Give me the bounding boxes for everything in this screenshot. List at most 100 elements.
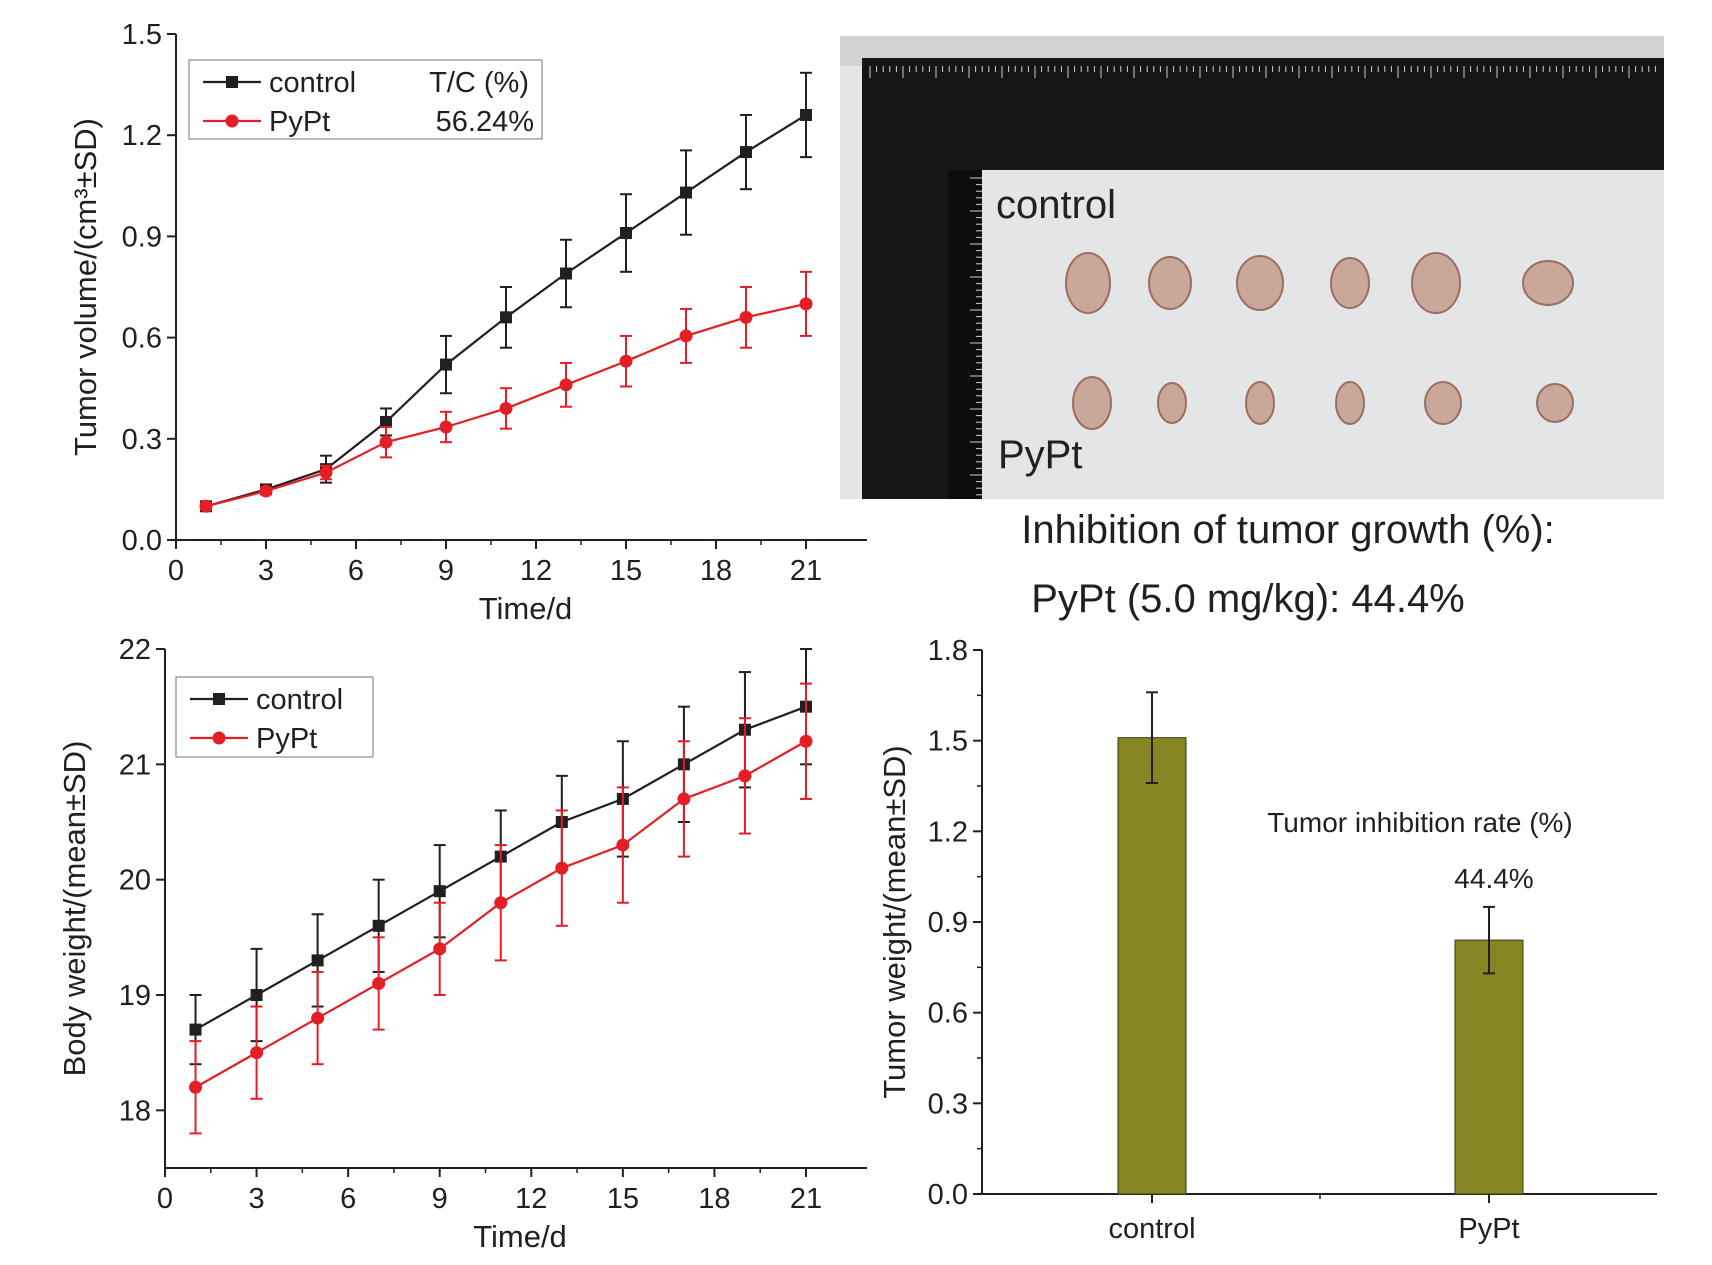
tumor-control [1148, 256, 1192, 310]
data-point [433, 942, 447, 956]
x-tick-label: PyPt [1458, 1213, 1519, 1245]
tumor-control [1522, 260, 1574, 306]
data-point [439, 420, 453, 434]
data-point [189, 1080, 203, 1094]
x-tick-label: 12 [520, 555, 552, 587]
data-point [800, 108, 812, 121]
data-point [494, 896, 508, 910]
y-tick-label: 1.5 [928, 726, 968, 758]
x-tick-label: 15 [607, 1183, 639, 1215]
data-point [311, 1011, 325, 1025]
data-point [499, 401, 513, 415]
y-tick-label: 19 [119, 980, 151, 1012]
y-tick-label: 0.6 [928, 998, 968, 1030]
bar-control [1117, 691, 1187, 1195]
data-point [620, 227, 632, 240]
legend-box [188, 59, 543, 140]
legend-header: T/C (%) [429, 67, 529, 99]
y-tick-label: 20 [119, 865, 151, 897]
data-point [738, 769, 752, 783]
data-point [372, 919, 385, 932]
tumors [1065, 252, 1574, 430]
y-tick-label: 1.8 [928, 635, 968, 667]
tumor-volume-chart: 0 3 6 9 12 15 18 21 0.0 0.3 0.6 0.9 1.2 1.5 Time/d Tumo… [68, 19, 867, 626]
legend-box [175, 676, 374, 758]
body-weight-chart: 0 3 6 9 12 15 18 21 18 19 20 21 22 Time/d Body weight/… [57, 634, 867, 1254]
series-PyPt [189, 682, 813, 1135]
x-tick-label: 21 [790, 1183, 822, 1215]
legend-tc-value: 56.24% [436, 106, 534, 138]
tumor-pypt [1157, 382, 1187, 424]
data-point [680, 186, 692, 199]
data-point [372, 976, 386, 990]
summary-line-1: Inhibition of tumor growth (%): [1021, 508, 1555, 552]
annotation-value: 44.4% [1454, 863, 1533, 894]
y-axis-label: Body weight/(mean±SD) [57, 741, 92, 1077]
y-tick-label: 22 [119, 634, 151, 666]
legend-label: control [256, 684, 343, 716]
data-point [559, 378, 573, 392]
data-point [259, 484, 273, 498]
x-tick-label: 21 [790, 555, 822, 587]
data-point [677, 792, 691, 806]
tumor-pypt [1536, 383, 1574, 423]
x-tick-label: 18 [700, 555, 732, 587]
data-point [616, 838, 630, 852]
tumor-photo: control PyPt [840, 36, 1664, 499]
x-tick-label: 3 [249, 1183, 265, 1215]
summary-line-2: PyPt (5.0 mg/kg): 44.4% [1031, 577, 1465, 621]
y-axis-label: Tumor volume/(cm³±SD) [68, 118, 103, 456]
legend-label: PyPt [256, 723, 317, 755]
data-point [380, 415, 392, 428]
data-point [555, 861, 569, 875]
data-point [440, 358, 452, 371]
x-tick-label: 6 [340, 1183, 356, 1215]
y-tick-label: 0.0 [928, 1179, 968, 1211]
x-tick-label: 9 [438, 555, 454, 587]
y-tick-label: 1.2 [928, 816, 968, 848]
x-tick-label: 0 [157, 1183, 173, 1215]
data-point [379, 435, 393, 449]
tumor-control [1236, 255, 1284, 311]
bar-PyPt [1454, 905, 1524, 1195]
photo-label-pypt: PyPt [998, 433, 1082, 477]
x-tick-label: 3 [258, 555, 274, 587]
y-tick-label: 0.6 [122, 323, 162, 355]
data-point [250, 1046, 264, 1060]
legend-marker [213, 693, 225, 705]
data-point [319, 466, 333, 480]
x-axis-label: Time/d [479, 591, 573, 626]
tumor-control [1330, 257, 1370, 309]
x-tick-label: 18 [698, 1183, 730, 1215]
tumor-control [1065, 252, 1111, 314]
y-tick-label: 0.0 [122, 525, 162, 557]
data-point [199, 499, 213, 513]
data-point [799, 297, 813, 311]
y-tick-label: 18 [119, 1095, 151, 1127]
tumor-control [1411, 252, 1461, 314]
data-point [739, 310, 753, 324]
data-point [250, 989, 263, 1001]
x-tick-label: 9 [432, 1183, 448, 1215]
x-tick-label: 6 [348, 555, 364, 587]
tumor-weight-bar-chart: 0.0 0.3 0.6 0.9 1.2 1.5 1.8 Tumor weight/(mean±… [877, 635, 1657, 1245]
legend-label: control [269, 67, 356, 99]
data-point [740, 146, 752, 159]
tumor-pypt [1072, 376, 1112, 430]
data-point [189, 1023, 202, 1036]
y-tick-label: 0.3 [928, 1088, 968, 1120]
y-tick-label: 0.3 [122, 424, 162, 456]
legend: control PyPt T/C (%) 56.24% [188, 59, 543, 140]
x-tick-label: 15 [610, 555, 642, 587]
ruler-horizontal [862, 58, 1664, 170]
ruler-ticks [869, 66, 1656, 496]
data-point [311, 954, 324, 967]
legend-label: PyPt [269, 106, 330, 138]
series-PyPt [199, 270, 813, 513]
data-point [679, 329, 693, 343]
data-point [500, 311, 512, 324]
legend-marker [212, 731, 226, 745]
x-axis-label: Time/d [473, 1219, 567, 1254]
x-tick-label: 0 [168, 555, 184, 587]
